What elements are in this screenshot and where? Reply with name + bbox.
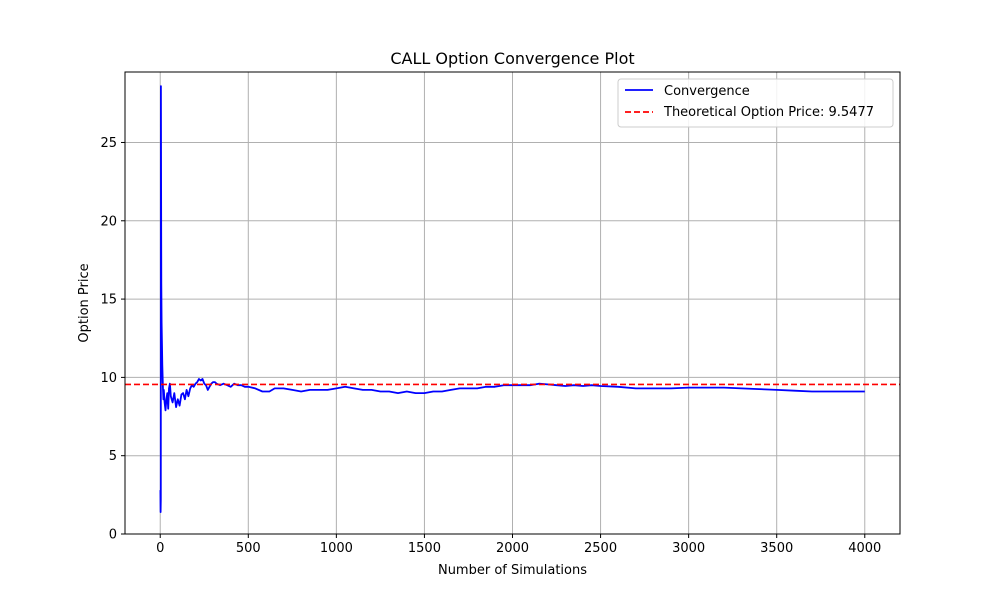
x-tick-label: 2000	[496, 541, 529, 556]
grid-lines	[125, 72, 900, 535]
x-tick-label: 2500	[584, 541, 617, 556]
legend-box	[617, 78, 894, 128]
legend: Convergence Theoretical Option Price: 9.…	[617, 78, 894, 128]
y-tick-label: 15	[100, 293, 117, 308]
x-tick-label: 1500	[408, 541, 441, 556]
y-tick-label: 10	[100, 371, 117, 386]
y-axis-label: Option Price	[77, 263, 92, 342]
x-tick-label: 0	[156, 541, 164, 556]
series-layer	[125, 85, 900, 513]
y-tick-label: 5	[109, 449, 117, 464]
chart-title: CALL Option Convergence Plot	[390, 49, 634, 68]
x-tick-label: 500	[236, 541, 261, 556]
legend-theoretical-label: Theoretical Option Price: 9.5477	[663, 105, 874, 120]
axis-ticks: 0 500 1000 1500 2000 2500 3000 3500 4000 0 5 10 15 20…	[100, 136, 881, 556]
legend-convergence-label: Convergence	[664, 84, 750, 99]
x-tick-label: 3500	[760, 541, 793, 556]
x-tick-label: 4000	[848, 541, 881, 556]
x-tick-label: 3000	[672, 541, 705, 556]
y-tick-label: 20	[100, 214, 117, 229]
y-tick-label: 25	[100, 136, 117, 151]
x-axis-label: Number of Simulations	[438, 563, 587, 578]
y-tick-label: 0	[109, 528, 117, 543]
convergence-line	[159, 85, 865, 513]
x-tick-label: 1000	[320, 541, 353, 556]
